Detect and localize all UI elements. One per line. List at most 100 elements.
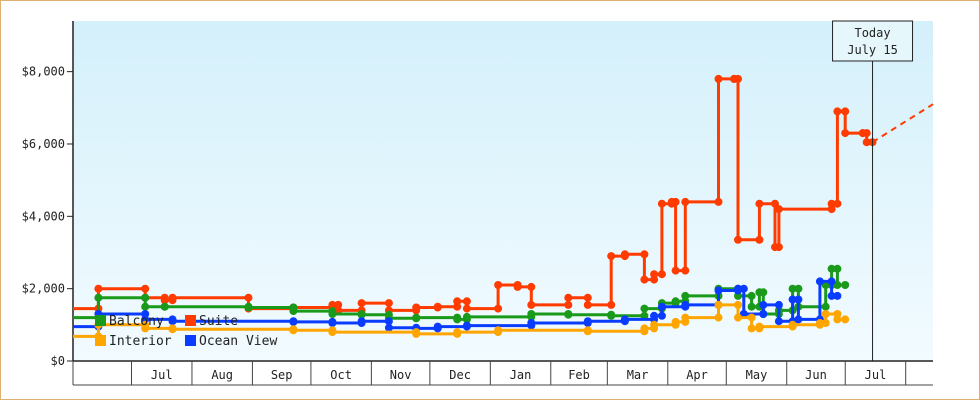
- data-point[interactable]: [564, 310, 573, 319]
- data-point[interactable]: [771, 243, 779, 252]
- data-point[interactable]: [827, 291, 836, 300]
- data-point[interactable]: [681, 313, 690, 322]
- data-point[interactable]: [513, 282, 522, 291]
- data-point[interactable]: [671, 266, 680, 275]
- data-point[interactable]: [94, 284, 103, 293]
- data-point[interactable]: [453, 315, 462, 324]
- data-point[interactable]: [412, 303, 421, 312]
- data-point[interactable]: [747, 302, 756, 311]
- legend-item-balcony[interactable]: Balcony: [95, 314, 164, 329]
- data-point[interactable]: [494, 281, 503, 289]
- data-point[interactable]: [734, 235, 742, 244]
- data-point[interactable]: [681, 266, 690, 275]
- data-point[interactable]: [841, 315, 850, 324]
- data-point[interactable]: [640, 275, 649, 284]
- data-point[interactable]: [657, 199, 666, 208]
- data-point[interactable]: [384, 299, 393, 308]
- data-point[interactable]: [462, 312, 471, 321]
- data-point[interactable]: [755, 288, 764, 297]
- data-point[interactable]: [462, 304, 471, 313]
- data-point[interactable]: [384, 317, 393, 326]
- data-point[interactable]: [714, 300, 723, 309]
- data-point[interactable]: [833, 291, 842, 300]
- data-point[interactable]: [527, 300, 536, 309]
- data-point[interactable]: [739, 284, 748, 293]
- data-point[interactable]: [759, 310, 768, 318]
- data-point[interactable]: [334, 306, 343, 315]
- data-point[interactable]: [755, 322, 764, 331]
- data-point[interactable]: [657, 302, 666, 311]
- data-point[interactable]: [583, 317, 592, 326]
- data-point[interactable]: [734, 300, 742, 309]
- data-point[interactable]: [714, 313, 723, 322]
- data-point[interactable]: [681, 291, 690, 300]
- data-point[interactable]: [821, 319, 830, 327]
- data-point[interactable]: [462, 321, 471, 330]
- legend-item-suite[interactable]: Suite: [185, 314, 238, 329]
- data-point[interactable]: [160, 302, 169, 311]
- data-point[interactable]: [833, 107, 842, 116]
- data-point[interactable]: [168, 317, 177, 326]
- data-point[interactable]: [650, 320, 659, 329]
- data-point[interactable]: [794, 315, 803, 324]
- data-point[interactable]: [527, 319, 536, 327]
- data-point[interactable]: [494, 326, 503, 335]
- data-point[interactable]: [141, 293, 150, 302]
- data-point[interactable]: [328, 319, 337, 327]
- data-point[interactable]: [357, 299, 366, 308]
- data-point[interactable]: [657, 311, 666, 320]
- data-point[interactable]: [788, 320, 797, 329]
- data-point[interactable]: [841, 129, 850, 138]
- data-point[interactable]: [244, 303, 253, 312]
- data-point[interactable]: [833, 315, 842, 324]
- legend-item-interior[interactable]: Interior: [95, 334, 172, 349]
- data-point[interactable]: [788, 284, 797, 293]
- data-point[interactable]: [739, 310, 748, 318]
- data-point[interactable]: [527, 282, 536, 291]
- data-point[interactable]: [827, 199, 836, 208]
- data-point[interactable]: [328, 328, 337, 337]
- data-point[interactable]: [620, 315, 629, 324]
- data-point[interactable]: [168, 293, 177, 302]
- data-point[interactable]: [620, 250, 629, 259]
- data-point[interactable]: [289, 326, 298, 335]
- data-point[interactable]: [640, 304, 649, 313]
- data-point[interactable]: [821, 281, 830, 289]
- data-point[interactable]: [815, 277, 824, 286]
- data-point[interactable]: [564, 300, 573, 309]
- data-point[interactable]: [827, 264, 836, 273]
- data-point[interactable]: [583, 293, 592, 302]
- data-point[interactable]: [357, 310, 366, 319]
- data-point[interactable]: [827, 277, 836, 286]
- data-point[interactable]: [681, 300, 690, 309]
- data-point[interactable]: [607, 252, 616, 261]
- data-point[interactable]: [794, 284, 803, 293]
- data-point[interactable]: [657, 270, 666, 279]
- data-point[interactable]: [774, 317, 783, 326]
- data-point[interactable]: [453, 297, 462, 306]
- data-point[interactable]: [755, 235, 764, 244]
- data-point[interactable]: [412, 313, 421, 322]
- data-point[interactable]: [328, 310, 337, 318]
- data-point[interactable]: [747, 313, 756, 322]
- data-point[interactable]: [384, 323, 393, 332]
- data-point[interactable]: [734, 313, 742, 322]
- data-point[interactable]: [94, 293, 103, 302]
- data-point[interactable]: [289, 307, 298, 316]
- data-point[interactable]: [141, 302, 150, 311]
- data-point[interactable]: [755, 199, 764, 208]
- data-point[interactable]: [141, 284, 150, 293]
- data-point[interactable]: [583, 300, 592, 309]
- data-point[interactable]: [607, 311, 616, 320]
- data-point[interactable]: [841, 107, 850, 116]
- data-point[interactable]: [667, 197, 676, 206]
- data-point[interactable]: [788, 295, 797, 304]
- data-point[interactable]: [650, 270, 659, 279]
- legend-item-ocean-view[interactable]: Ocean View: [185, 334, 277, 349]
- data-point[interactable]: [858, 129, 867, 138]
- data-point[interactable]: [747, 291, 756, 300]
- data-point[interactable]: [640, 324, 649, 333]
- data-point[interactable]: [412, 329, 421, 338]
- data-point[interactable]: [357, 317, 366, 326]
- data-point[interactable]: [671, 297, 680, 306]
